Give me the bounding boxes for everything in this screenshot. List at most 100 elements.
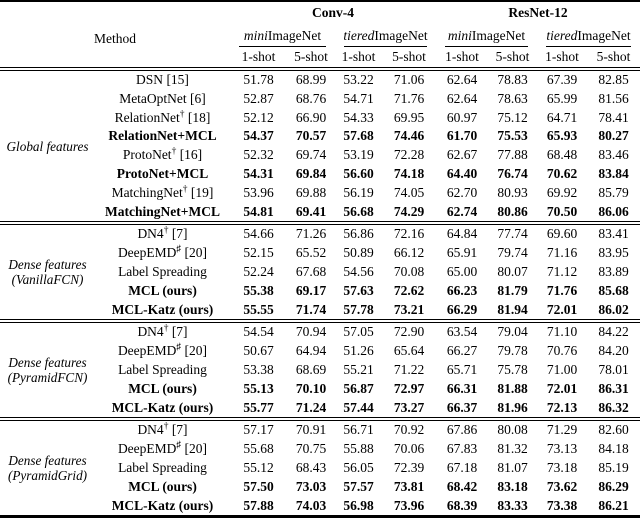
accuracy-value-cell: 71.26 [295,226,327,242]
accuracy-value-cell: 74.46 [393,128,425,144]
shot-header: 1-shot [241,49,276,64]
feature-group-label: Dense features (VanillaFCN) [0,223,95,324]
accuracy-value-cell: 83.33 [497,497,528,513]
accuracy-value-cell: 69.92 [546,184,578,200]
accuracy-value-cell: 72.01 [546,380,578,396]
accuracy-value-cell: 68.69 [295,361,327,377]
method-cell: DN4† [7] [137,421,188,438]
accuracy-value-cell: 67.83 [446,441,478,457]
accuracy-value-cell: 57.68 [343,128,374,144]
method-cell: RelationNet+MCL [108,128,217,144]
dataset-header-tieredimagenet-conv4: tieredImageNet [335,23,436,47]
table-row: DeepEMD♯ [20] 52.15 65.52 50.89 66.12 65.91 79… [0,244,640,263]
accuracy-value-cell: 57.88 [243,497,274,513]
table-body: Global features DSN [15] 51.78 68.99 53.22 71… [0,69,640,517]
accuracy-value-cell: 68.43 [295,459,327,475]
accuracy-value-cell: 73.21 [382,300,437,324]
method-cell: MCL-Katz (ours) [95,398,230,422]
header-spacer [0,1,230,23]
accuracy-value-cell: 70.08 [393,263,425,279]
accuracy-value-cell: 67.18 [446,459,478,475]
shot-header: 1-shot [445,49,479,64]
accuracy-value-cell: 81.79 [497,282,528,298]
accuracy-value-cell: 75.53 [497,128,528,144]
accuracy-value-cell: 62.64 [446,72,478,87]
accuracy-value-cell: 70.50 [537,202,588,226]
shot-header: 1-shot [545,49,579,64]
accuracy-value-cell: 77.88 [497,147,528,163]
accuracy-value-cell: 50.67 [243,343,274,359]
accuracy-value-cell: 86.31 [598,380,629,396]
accuracy-value-cell: 83.46 [598,147,629,163]
arch-header-resnet12: ResNet-12 [508,4,568,20]
accuracy-value-cell: 78.41 [598,109,629,125]
accuracy-value-cell: 82.85 [598,72,629,87]
table-row: MetaOptNet [6] 52.87 68.76 54.71 71.76 62.64 7… [0,90,640,109]
table-row: MatchingNet† [19] 53.96 69.88 56.19 74.05 62.… [0,184,640,203]
accuracy-value-cell: 54.71 [343,90,374,106]
accuracy-value-cell: 57.05 [343,324,374,340]
accuracy-value-cell: 71.12 [546,263,578,279]
accuracy-value-cell: 70.06 [393,441,425,457]
dataset-header-miniimagenet-resnet12: miniImageNet [436,23,537,47]
table-row: Label Spreading 53.38 68.69 55.21 71.22 65.71… [0,361,640,380]
accuracy-value-cell: 66.37 [436,398,489,422]
table-row: MCL-Katz (ours) 57.88 74.03 56.98 73.96 68.39… [0,497,640,517]
accuracy-value-cell: 66.31 [446,380,478,396]
method-superscript-marker: † [163,225,169,236]
method-cell: MatchingNet† [19] [111,184,214,200]
feature-group-label-line: (VanillaFCN) [11,272,84,288]
accuracy-value-cell: 64.40 [446,165,478,181]
accuracy-value-cell: 83.84 [598,165,629,181]
accuracy-value-cell: 67.86 [446,422,478,438]
shot-header: 5-shot [294,49,328,64]
accuracy-value-cell: 83.18 [497,478,528,494]
accuracy-value-cell: 73.81 [393,478,425,494]
accuracy-value-cell: 65.00 [446,263,478,279]
accuracy-value-cell: 70.92 [393,422,425,438]
table-row: Dense features (PyramidFCN) DN4† [7] 54.54 7… [0,321,640,422]
shot-header: 1-shot [341,49,376,64]
accuracy-value-cell: 69.95 [393,109,425,125]
accuracy-value-cell: 64.84 [446,226,478,242]
dataset-prefix: tiered [343,28,375,43]
accuracy-value-cell: 76.74 [497,165,528,181]
accuracy-value-cell: 69.84 [295,165,327,181]
dataset-prefix: mini [243,28,268,43]
feature-group-label-line: Global features [6,138,89,154]
accuracy-value-cell: 74.29 [382,202,437,226]
accuracy-value-cell: 80.93 [497,184,528,200]
accuracy-value-cell: 51.78 [243,72,274,87]
method-cell: MCL (ours) [128,282,197,298]
table-row: ProtoNet† [16] 52.32 69.74 53.19 72.28 62.67 7… [0,146,640,165]
accuracy-value-cell: 68.39 [446,497,478,513]
method-cell: DN4† [7] [137,225,188,242]
method-cell: DeepEMD♯ [20] [117,244,208,261]
accuracy-value-cell: 66.90 [295,109,327,125]
method-cell: MCL (ours) [128,478,197,494]
accuracy-value-cell: 53.19 [343,147,374,163]
accuracy-value-cell: 86.32 [587,398,640,422]
accuracy-value-cell: 57.63 [343,282,374,298]
accuracy-value-cell: 71.76 [393,90,425,106]
accuracy-value-cell: 67.68 [295,263,327,279]
shot-header: 5-shot [596,49,631,64]
accuracy-value-cell: 84.22 [598,324,629,340]
method-column-header: Method [94,31,136,46]
table-row: MCL (ours) 57.50 73.03 57.57 73.81 68.42 83.18… [0,478,640,497]
accuracy-value-cell: 65.91 [446,245,478,261]
accuracy-value-cell: 53.38 [243,361,274,377]
method-cell: DeepEMD♯ [20] [117,342,208,359]
accuracy-value-cell: 74.18 [393,165,425,181]
accuracy-value-cell: 68.42 [446,478,478,494]
accuracy-value-cell: 57.44 [335,398,382,422]
accuracy-value-cell: 73.13 [546,441,578,457]
dataset-underline-rule [239,46,326,47]
dataset-header-row: Method miniImageNet tieredImageNet miniI… [0,23,640,47]
dataset-header-miniimagenet-conv4: miniImageNet [230,23,335,47]
method-cell: RelationNet† [18] [114,109,211,125]
accuracy-value-cell: 66.12 [393,245,425,261]
accuracy-value-cell: 55.38 [243,282,274,298]
method-superscript-marker: † [171,146,177,157]
